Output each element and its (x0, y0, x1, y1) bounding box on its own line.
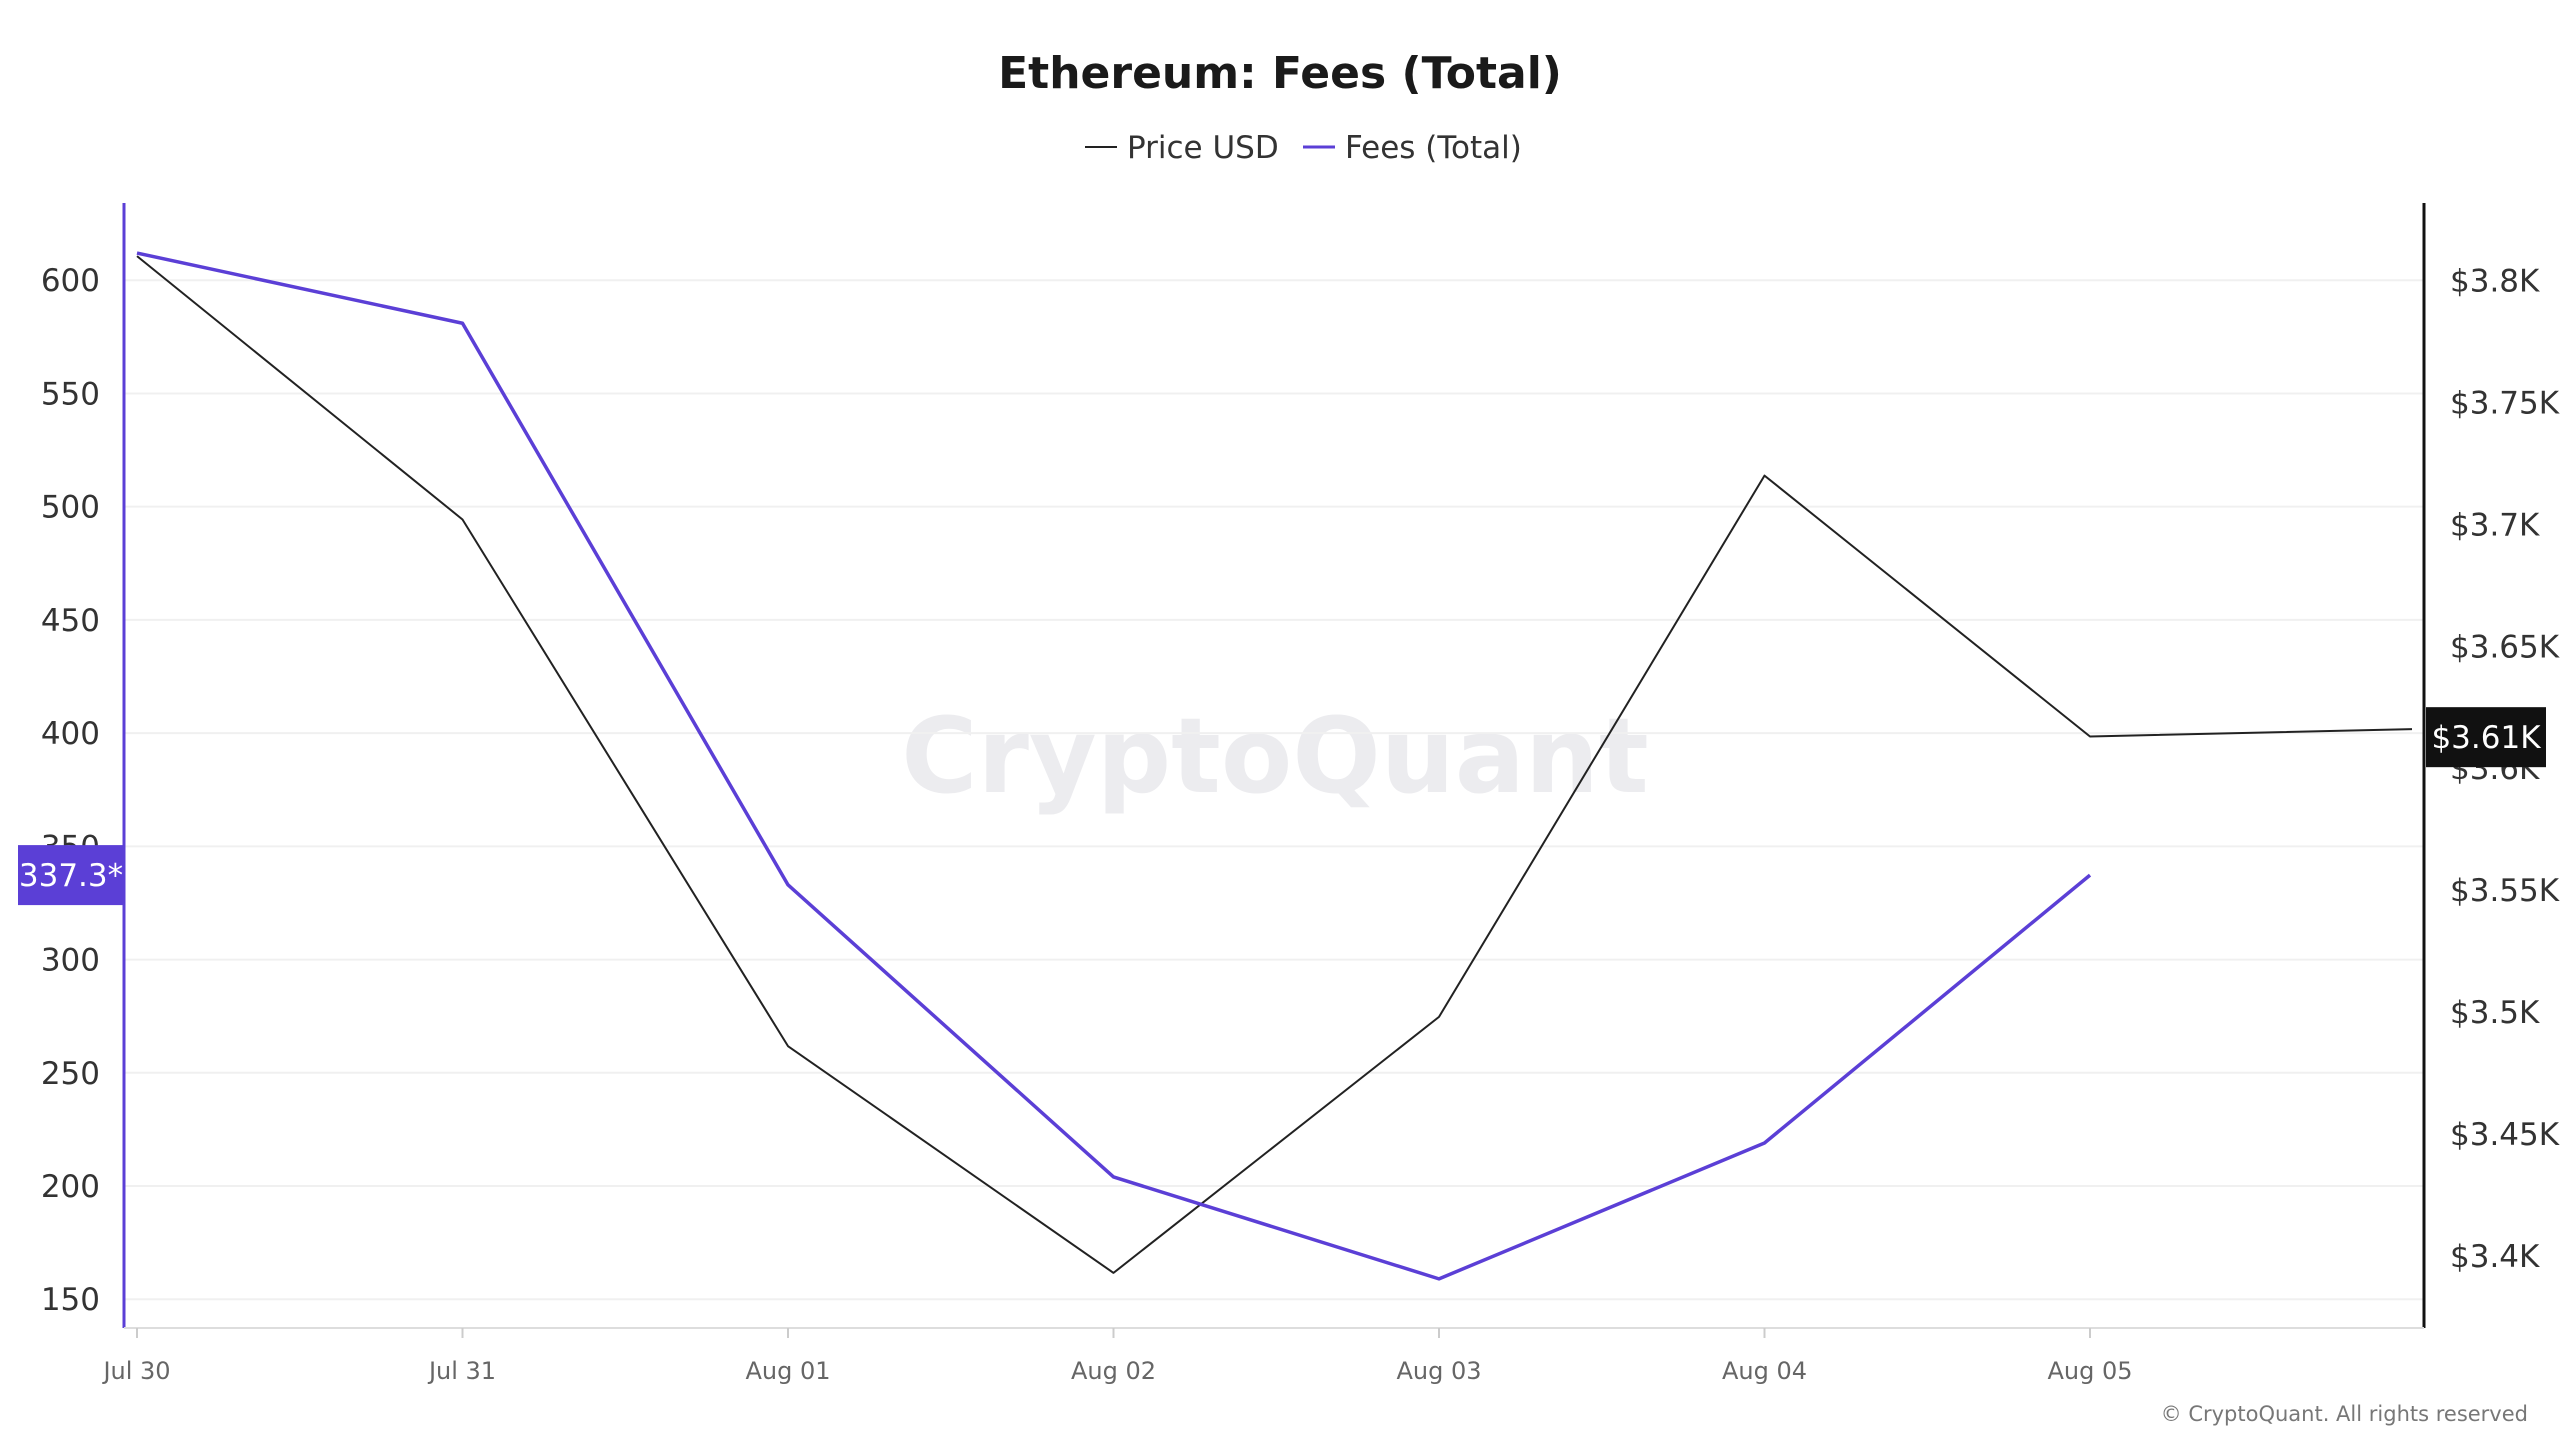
left-tick-label: 150 (41, 1282, 100, 1318)
fees-current-badge (18, 845, 124, 906)
series (136, 251, 2413, 1281)
left-tick-label: 550 (41, 376, 100, 412)
left-tick-label: 400 (41, 716, 100, 752)
x-tick-label: Aug 02 (1071, 1357, 1156, 1385)
fees-current-badge-text: 337.3* (19, 858, 123, 894)
right-tick-label: $3.75K (2450, 385, 2560, 421)
left-tick-label: 500 (41, 490, 100, 526)
series-line-price-usd (136, 255, 2413, 1274)
price-current-badge-text: $3.61K (2431, 720, 2541, 756)
right-tick-label: $3.4K (2450, 1239, 2540, 1275)
legend: Price USD Fees (Total) (1085, 130, 1522, 166)
chart-title: Ethereum: Fees (Total) (998, 48, 1562, 99)
x-tick-label: Aug 05 (2047, 1357, 2132, 1385)
watermark-logo-text: CryptoQuant (901, 695, 1648, 817)
right-axis-ticks: $3.8K$3.75K$3.7K$3.65K$3.6K$3.55K$3.5K$3… (2450, 264, 2560, 1275)
series-line-fees-total (136, 251, 2092, 1281)
x-tick-label: Jul 31 (427, 1357, 496, 1385)
value-badges: 337.3* $3.61K (18, 707, 2546, 906)
left-tick-label: 250 (41, 1056, 100, 1092)
x-tick-label: Aug 03 (1396, 1357, 1481, 1385)
right-tick-label: $3.5K (2450, 995, 2540, 1031)
left-tick-label: 450 (41, 603, 100, 639)
right-tick-label: $3.7K (2450, 507, 2540, 543)
right-tick-label: $3.8K (2450, 264, 2540, 300)
x-tick-label: Aug 04 (1722, 1357, 1807, 1385)
right-tick-label: $3.45K (2450, 1117, 2560, 1153)
left-tick-label: 200 (41, 1169, 100, 1205)
right-tick-label: $3.55K (2450, 873, 2560, 909)
legend-label-fees[interactable]: Fees (Total) (1345, 130, 1522, 166)
copyright-text: © CryptoQuant. All rights reserved (2161, 1402, 2528, 1426)
left-axis-ticks: 600550500450400350300250200150 (41, 263, 100, 1318)
left-tick-label: 300 (41, 943, 100, 979)
x-tick-label: Aug 01 (745, 1357, 830, 1385)
grid (124, 279, 2424, 1301)
right-tick-label: $3.65K (2450, 629, 2560, 665)
legend-label-price[interactable]: Price USD (1127, 130, 1279, 166)
x-axis-ticks: Jul 30 Jul 31 Aug 01 Aug 02 Aug 03 Aug 04 Aug … (101, 1328, 2133, 1385)
x-tick-label: Jul 30 (101, 1357, 170, 1385)
left-tick-label: 600 (41, 263, 100, 299)
price-current-badge (2426, 707, 2546, 768)
